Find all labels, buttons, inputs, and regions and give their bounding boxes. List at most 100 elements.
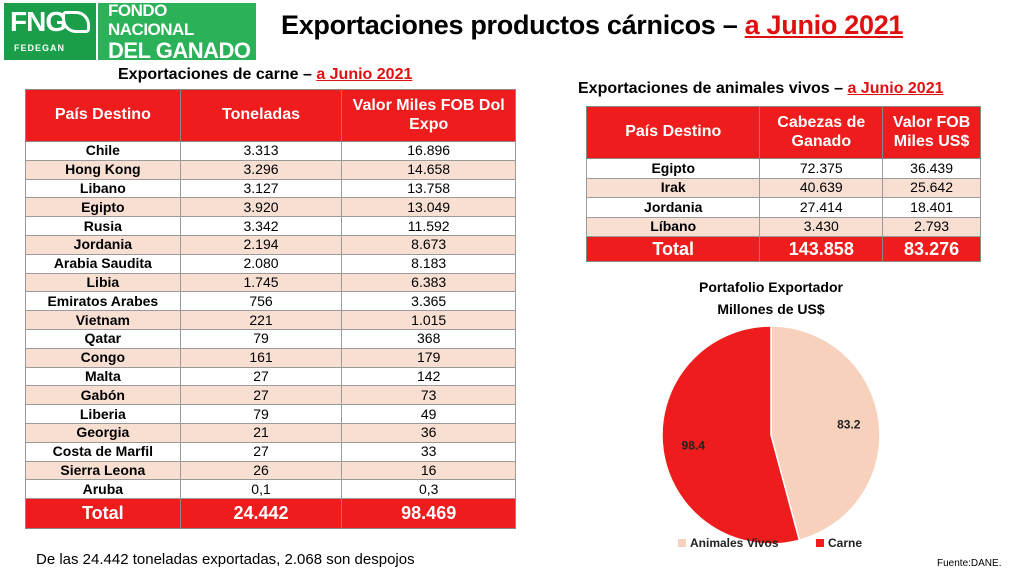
cell-country: Georgia bbox=[25, 422, 181, 443]
header-country: País Destino bbox=[25, 89, 181, 142]
table-row: Líbano 3.430 2.793 bbox=[585, 216, 981, 237]
pie-data-label: 83.2 bbox=[837, 418, 861, 432]
table-row: Arabia Saudita 2.080 8.183 bbox=[25, 253, 516, 274]
table-row: Emiratos Arabes 756 3.365 bbox=[25, 291, 516, 312]
header-country: País Destino bbox=[585, 106, 761, 159]
cell-value: 16.896 bbox=[341, 141, 516, 161]
table-row: Libano 3.127 13.758 bbox=[25, 178, 516, 199]
cell-value: 6.383 bbox=[341, 272, 516, 293]
table-row: Irak 40.639 25.642 bbox=[585, 177, 981, 198]
page-title-date: a Junio 2021 bbox=[744, 10, 904, 40]
total-value: 98.469 bbox=[341, 498, 516, 530]
cell-value: 2.793 bbox=[882, 216, 981, 237]
live-title-date: a Junio 2021 bbox=[847, 80, 944, 97]
cell-country: Vietnam bbox=[25, 310, 181, 330]
cell-country: Hong Kong bbox=[25, 159, 181, 180]
cell-value: 8.183 bbox=[341, 253, 516, 274]
cell-quantity: 3.127 bbox=[179, 178, 343, 199]
total-value: 83.276 bbox=[882, 236, 981, 262]
legend-swatch bbox=[816, 539, 824, 547]
table-row: Jordania 27.414 18.401 bbox=[585, 197, 981, 218]
cell-value: 179 bbox=[341, 347, 516, 368]
table-row: Costa de Marfil 27 33 bbox=[25, 441, 516, 462]
cell-quantity: 79 bbox=[179, 328, 343, 349]
cell-country: Gabón bbox=[25, 385, 181, 406]
total-row: Total 24.442 98.469 bbox=[25, 498, 516, 530]
cell-quantity: 27 bbox=[179, 366, 343, 387]
footnote: De las 24.442 toneladas exportadas, 2.06… bbox=[36, 551, 415, 568]
fng-logo: FNG FEDEGAN FONDO NACIONAL DEL GANADO bbox=[4, 0, 256, 63]
cell-country: Liberia bbox=[25, 404, 181, 424]
cell-value: 18.401 bbox=[882, 197, 981, 218]
cell-value: 33 bbox=[341, 441, 516, 462]
cell-value: 16 bbox=[341, 460, 516, 481]
cell-value: 36 bbox=[341, 422, 516, 443]
cell-quantity: 3.920 bbox=[179, 197, 343, 218]
legend-label: Animales Vivos bbox=[690, 536, 779, 550]
table-row: Aruba 0,1 0,3 bbox=[25, 479, 516, 500]
header-fob-value: Valor FOB Miles US$ bbox=[882, 106, 981, 159]
cell-country: Egipto bbox=[585, 158, 761, 179]
cell-value: 142 bbox=[341, 366, 516, 387]
table-row: Egipto 72.375 36.439 bbox=[585, 158, 981, 179]
cell-quantity: 2.080 bbox=[179, 253, 343, 274]
pie-chart-title: Portafolio Exportador Millones de US$ bbox=[656, 276, 886, 320]
cell-quantity: 21 bbox=[179, 422, 343, 443]
logo-fng-text: FNG bbox=[10, 6, 67, 37]
logo-line-2: DEL GANADO bbox=[108, 37, 251, 63]
legend-entry: Carne bbox=[816, 536, 862, 550]
meat-exports-table: País Destino Toneladas Valor Miles FOB D… bbox=[25, 89, 516, 530]
cell-country: Irak bbox=[585, 177, 761, 198]
meat-table-title: Exportaciones de carne – a Junio 2021 bbox=[118, 66, 412, 84]
table-header-row: País Destino Toneladas Valor Miles FOB D… bbox=[25, 89, 516, 142]
cell-quantity: 221 bbox=[179, 310, 343, 330]
cell-quantity: 3.296 bbox=[179, 159, 343, 180]
cell-value: 368 bbox=[341, 328, 516, 349]
pie-title: Portafolio Exportador bbox=[699, 279, 843, 295]
cell-country: Chile bbox=[25, 141, 181, 161]
logo-leaf-icon bbox=[62, 11, 90, 33]
table-row: Gabón 27 73 bbox=[25, 385, 516, 406]
cell-value: 8.673 bbox=[341, 234, 516, 255]
total-label: Total bbox=[585, 236, 761, 262]
total-label: Total bbox=[25, 498, 181, 530]
legend-entry: Animales Vivos bbox=[678, 536, 779, 550]
header-heads: Cabezas de Ganado bbox=[759, 106, 884, 159]
logo-line-1: FONDO NACIONAL bbox=[108, 0, 194, 39]
total-value: 24.442 bbox=[179, 498, 343, 530]
source-note: Fuente:DANE. bbox=[937, 558, 1002, 569]
export-portfolio-pie-chart: 83.2 98.4 Animales Vivos Carne bbox=[661, 325, 881, 550]
cell-country: Rusia bbox=[25, 216, 181, 236]
cell-quantity: 161 bbox=[179, 347, 343, 368]
page-title: Exportaciones productos cárnicos – a Jun… bbox=[281, 10, 903, 41]
cell-quantity: 79 bbox=[179, 404, 343, 424]
table-row: Egipto 3.920 13.049 bbox=[25, 197, 516, 218]
cell-value: 1.015 bbox=[341, 310, 516, 330]
cell-quantity: 3.430 bbox=[759, 216, 884, 237]
cell-country: Jordania bbox=[25, 234, 181, 255]
total-value: 143.858 bbox=[759, 236, 884, 262]
table-row: Libia 1.745 6.383 bbox=[25, 272, 516, 293]
cell-quantity: 40.639 bbox=[759, 177, 884, 198]
meat-title-date: a Junio 2021 bbox=[316, 66, 413, 83]
cell-value: 25.642 bbox=[882, 177, 981, 198]
pie-subtitle: Millones de US$ bbox=[717, 301, 825, 317]
cell-country: Aruba bbox=[25, 479, 181, 500]
cell-country: Congo bbox=[25, 347, 181, 368]
header-fob-value: Valor Miles FOB Dol Expo bbox=[341, 89, 516, 142]
cell-value: 49 bbox=[341, 404, 516, 424]
cell-country: Malta bbox=[25, 366, 181, 387]
cell-value: 13.049 bbox=[341, 197, 516, 218]
cell-country: Libia bbox=[25, 272, 181, 293]
cell-quantity: 1.745 bbox=[179, 272, 343, 293]
pie-data-label: 98.4 bbox=[682, 438, 706, 452]
table-row: Congo 161 179 bbox=[25, 347, 516, 368]
table-header-row: País Destino Cabezas de Ganado Valor FOB… bbox=[585, 106, 981, 159]
cell-country: Costa de Marfil bbox=[25, 441, 181, 462]
cell-country: Arabia Saudita bbox=[25, 253, 181, 274]
legend-label: Carne bbox=[828, 536, 862, 550]
cell-quantity: 27.414 bbox=[759, 197, 884, 218]
logo-fedegan-text: FEDEGAN bbox=[14, 43, 66, 53]
page-title-text: Exportaciones productos cárnicos – bbox=[281, 10, 745, 40]
logo-name-block: FONDO NACIONAL DEL GANADO bbox=[96, 0, 256, 63]
